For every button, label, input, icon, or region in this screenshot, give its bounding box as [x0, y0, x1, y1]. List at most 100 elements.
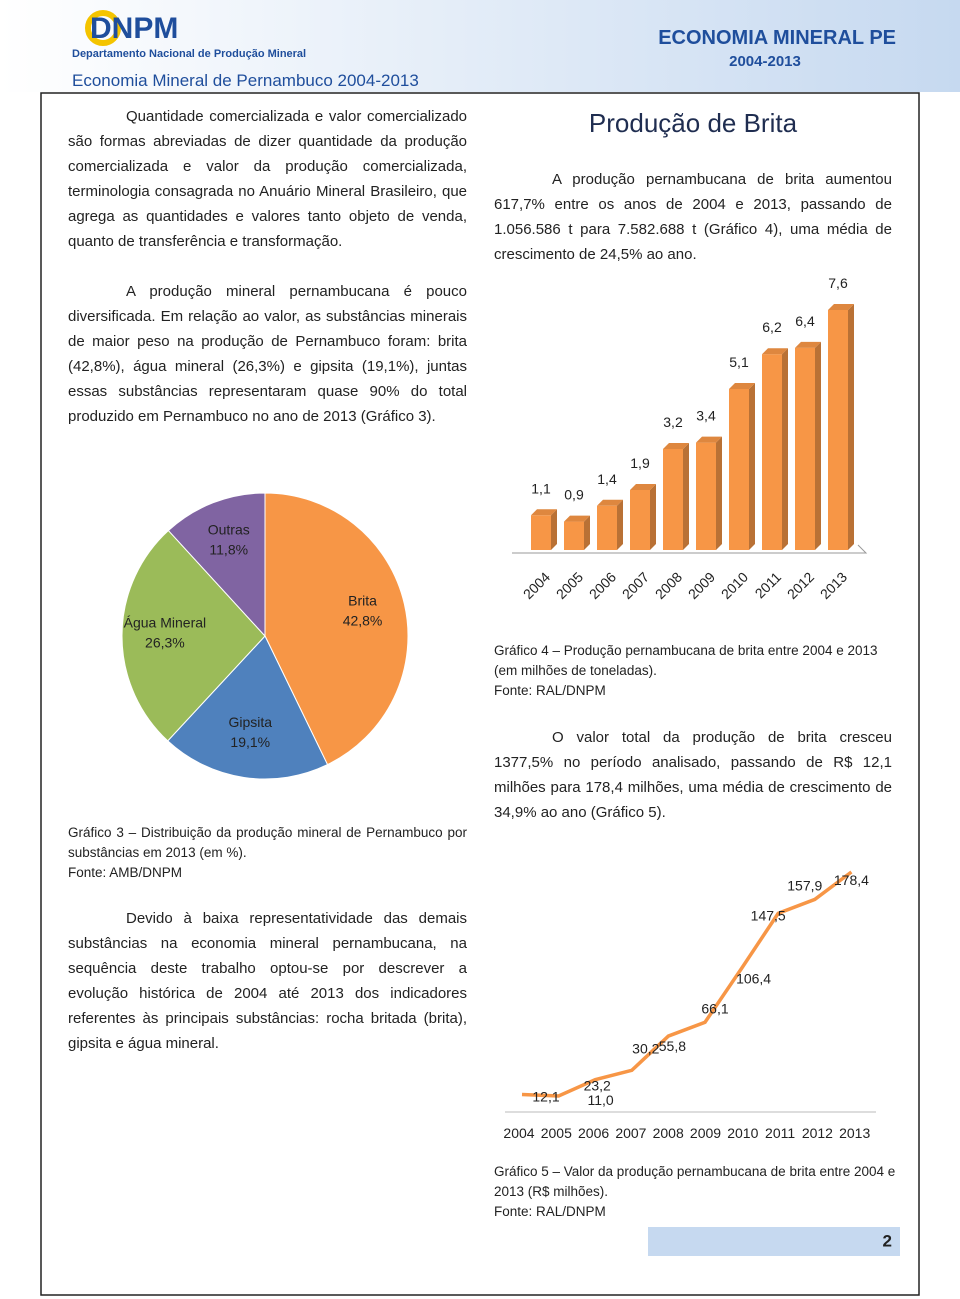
paragraph: O valor total da produção de brita cresc…: [494, 729, 892, 821]
value-label: 3,2: [663, 414, 683, 430]
x-tick-label: 2004: [503, 1125, 534, 1141]
caption-text: Gráfico 3 – Distribuição da produção min…: [68, 825, 467, 860]
caption-source: Fonte: AMB/DNPM: [68, 865, 183, 880]
caption-text: Gráfico 5 – Valor da produção pernambuca…: [494, 1164, 896, 1199]
bar-side: [749, 382, 755, 550]
bar-side: [782, 348, 788, 550]
bar: [696, 442, 716, 550]
slice-value: 11,8%: [209, 542, 248, 558]
value-label: 178,4: [834, 872, 869, 888]
value-label: 6,4: [795, 313, 815, 329]
slice-value: 19,1%: [230, 734, 270, 750]
bar-side: [716, 436, 722, 550]
slice-name: Outras: [208, 522, 250, 538]
pie-slice: [121, 529, 266, 742]
paragraph: Quantidade comercializada e valor comerc…: [68, 108, 467, 250]
x-tick-label: 2013: [839, 1125, 870, 1141]
x-tick-label: 2010: [718, 569, 751, 602]
bar-top: [630, 484, 656, 490]
caption-text: Gráfico 4 – Produção pernambucana de bri…: [494, 643, 878, 678]
pie-slice: [264, 492, 409, 766]
bar-side: [848, 304, 854, 550]
slice-name: Gipsita: [228, 714, 272, 730]
bar-top: [531, 509, 557, 516]
value-label: 106,4: [736, 970, 771, 986]
x-tick-label: 2007: [619, 569, 652, 602]
x-tick-label: 2013: [817, 569, 850, 602]
header-title: Economia Mineral de Pernambuco 2004-2013: [72, 71, 419, 90]
value-label: 5,1: [729, 354, 749, 370]
logo: DNPM: [90, 12, 178, 45]
bar: [729, 388, 749, 550]
bar: [663, 448, 683, 550]
bar: [597, 505, 617, 550]
caption: Gráfico 3 – Distribuição da produção min…: [68, 823, 467, 883]
value-label: 66,1: [701, 1000, 728, 1016]
x-tick-label: 2004: [520, 569, 553, 602]
bar: [564, 521, 584, 550]
value-label: 30,2: [632, 1040, 659, 1056]
slice-label: Outras 11,8%: [208, 522, 250, 558]
slice-value: 42,8%: [343, 613, 383, 629]
x-tick-label: 2005: [541, 1125, 572, 1141]
x-tick-label: 2012: [802, 1125, 833, 1141]
value-label: 7,6: [828, 275, 848, 291]
value-label: 157,9: [787, 877, 822, 893]
value-label: 55,8: [659, 1038, 686, 1054]
page-frame: [40, 92, 920, 1296]
value-label: 11,0: [587, 1092, 613, 1108]
x-tick-label: 2011: [765, 1125, 795, 1141]
x-tick-label: 2010: [727, 1125, 758, 1141]
slice-name: Brita: [348, 593, 377, 609]
bar: [762, 354, 782, 550]
organization: Departamento Nacional de Produção Minera…: [72, 48, 306, 60]
bar-top: [828, 304, 854, 310]
x-tick-label: 2012: [784, 569, 817, 602]
caption-source: Fonte: RAL/DNPM: [494, 1204, 606, 1219]
slice-name: Água Mineral: [124, 615, 207, 631]
value-label: 1,4: [597, 471, 617, 487]
x-tick-label: 2008: [653, 1125, 684, 1141]
x-tick-label: 2009: [690, 1125, 721, 1141]
x-tick-label: 2008: [652, 569, 685, 602]
slice-value: 26,3%: [145, 635, 185, 651]
value-label: 23,2: [584, 1078, 611, 1094]
bar-top: [729, 382, 755, 389]
paragraph: A produção mineral pernambucana é pouco …: [68, 283, 467, 425]
bar: [630, 490, 650, 550]
bar-top: [597, 499, 623, 506]
bar-side: [584, 515, 590, 550]
x-tick-label: 2011: [752, 569, 785, 602]
page-number: 2: [883, 1231, 892, 1250]
bar-top: [762, 348, 788, 355]
value-label: 12,1: [532, 1089, 559, 1105]
paragraph: A produção pernambucana de brita aumento…: [494, 171, 892, 263]
period: 2004-2013: [729, 53, 801, 70]
bar: [795, 347, 815, 550]
slice-label: Água Mineral 26,3%: [124, 615, 207, 651]
bar-side: [617, 499, 623, 550]
slice-label: Gipsita 19,1%: [228, 714, 272, 750]
bar-top: [663, 442, 689, 449]
x-tick-label: 2006: [586, 569, 619, 602]
x-tick-label: 2006: [578, 1125, 609, 1141]
bar-top: [696, 436, 722, 443]
line: [521, 870, 853, 1098]
caption: Gráfico 5 – Valor da produção pernambuca…: [494, 1162, 900, 1222]
bar-side: [551, 509, 557, 550]
pie-slice: [167, 635, 329, 780]
caption: Gráfico 4 – Produção pernambucana de bri…: [494, 641, 892, 701]
caption-source: Fonte: RAL/DNPM: [494, 683, 606, 698]
x-tick-label: 2007: [615, 1125, 646, 1141]
slice-label: Brita 42,8%: [343, 593, 383, 629]
bar: [828, 310, 848, 550]
value-label: 1,9: [630, 455, 650, 471]
section-heading: Produção de Brita: [589, 108, 798, 138]
value-label: 1,1: [531, 480, 551, 496]
bar-top: [564, 515, 590, 522]
pie-slice: [167, 492, 266, 638]
bar-side: [650, 484, 656, 550]
logo-ring: [85, 10, 121, 46]
bar-side: [683, 442, 689, 550]
